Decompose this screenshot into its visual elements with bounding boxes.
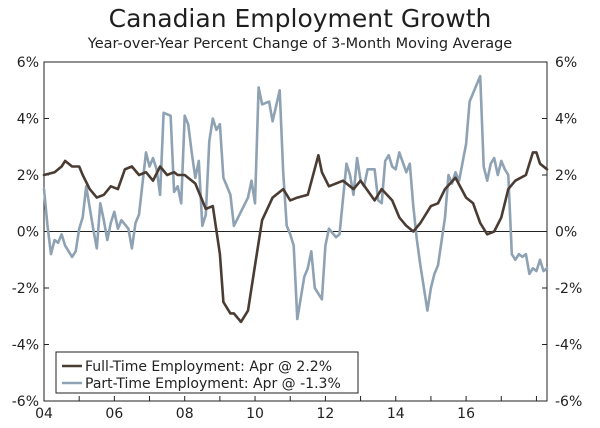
x-tick-label: 04 <box>35 406 53 422</box>
y-tick-label-right: 0% <box>555 225 577 241</box>
y-tick-label-left: 6% <box>17 55 39 71</box>
y-tick-label-right: 4% <box>555 112 577 128</box>
series-line-full-time <box>42 151 549 324</box>
x-tick-label: 08 <box>176 406 194 422</box>
x-tick-label: 16 <box>457 406 475 422</box>
legend: Full-Time Employment: Apr @ 2.2% Part-Ti… <box>55 351 359 394</box>
y-tick-label-right: 2% <box>555 168 577 184</box>
y-tick-label-left: 0% <box>17 225 39 241</box>
y-tick-label-left: 2% <box>17 168 39 184</box>
series-line-part-time <box>42 74 549 321</box>
legend-label-part-time: Part-Time Employment: Apr @ -1.3% <box>85 376 341 392</box>
chart-subtitle: Year-over-Year Percent Change of 3-Month… <box>87 36 513 52</box>
y-axis-left: 6% 4% 2% 0% -2% -4% -6% <box>12 55 49 410</box>
x-tick-label: 06 <box>105 406 123 422</box>
legend-label-full-time: Full-Time Employment: Apr @ 2.2% <box>85 359 332 375</box>
y-tick-label-right: -4% <box>555 338 582 354</box>
chart-title: Canadian Employment Growth <box>108 4 492 33</box>
y-tick-label-left: -4% <box>12 338 39 354</box>
legend-box <box>55 351 359 394</box>
y-tick-label-right: -6% <box>555 394 582 410</box>
x-tick-label: 12 <box>316 406 334 422</box>
x-axis: 04 06 08 10 12 14 16 <box>35 396 537 422</box>
y-axis-right: 6% 4% 2% 0% -2% -4% -6% <box>542 55 582 410</box>
y-tick-label-right: -2% <box>555 281 582 297</box>
y-tick-label-left: 4% <box>17 112 39 128</box>
x-tick-label: 14 <box>387 406 405 422</box>
y-tick-label-right: 6% <box>555 55 577 71</box>
x-tick-label: 10 <box>246 406 264 422</box>
y-tick-label-left: -2% <box>12 281 39 297</box>
y-tick-label-left: -6% <box>12 394 39 410</box>
